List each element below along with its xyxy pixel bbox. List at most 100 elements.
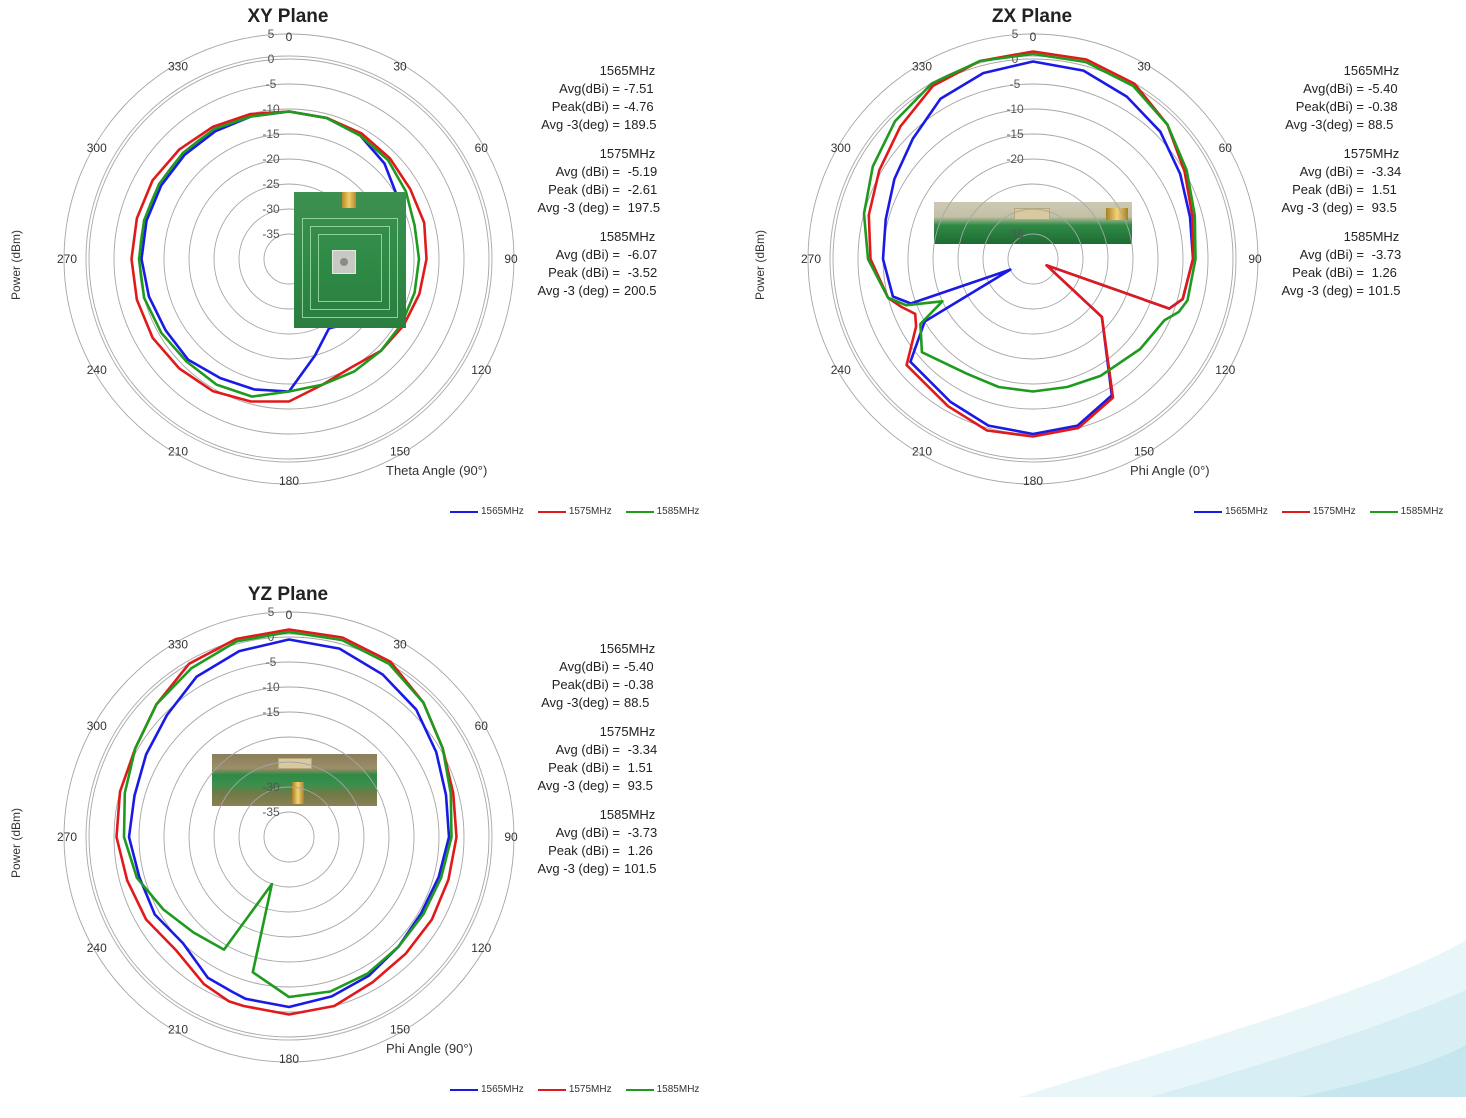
radial-tick-label: 5 bbox=[268, 27, 275, 41]
polar-outer-ring bbox=[85, 55, 493, 463]
legend-item-1585: 1585MHz bbox=[1369, 506, 1443, 517]
legend-label: 1565MHz bbox=[481, 506, 524, 517]
legend-item-1565: 1565MHz bbox=[450, 506, 524, 517]
polar-grid-ring bbox=[832, 58, 1234, 460]
legend-item-1565: 1565MHz bbox=[1194, 506, 1268, 517]
legend-swatch bbox=[625, 510, 654, 513]
y-axis-label: Power (dBm) bbox=[9, 808, 23, 879]
stats-value: -3.34 bbox=[624, 742, 658, 757]
legend-swatch bbox=[625, 1088, 654, 1091]
angle-tick-label: 330 bbox=[168, 60, 188, 74]
angle-tick-label: 30 bbox=[393, 60, 407, 74]
chart-legend: 1565MHz 1575MHz 1585MHz bbox=[450, 1084, 699, 1095]
angle-tick-label: 0 bbox=[1030, 30, 1037, 44]
stats-label: Avg -3(deg) = bbox=[1285, 117, 1364, 132]
stats-annotation: 1565MHz Avg(dBi) = -5.40 Peak(dBi) = -0.38… bbox=[1264, 62, 1449, 311]
stats-label: Peak(dBi) = bbox=[551, 99, 620, 114]
stats-value: 1.26 bbox=[624, 843, 653, 858]
polar-grid-ring bbox=[63, 33, 515, 485]
stats-frequency: 1585MHz bbox=[599, 807, 656, 822]
legend-swatch bbox=[450, 510, 478, 513]
stats-value: -4.76 bbox=[624, 99, 654, 114]
stats-label: Peak (dBi) = bbox=[1292, 265, 1364, 280]
legend-swatch bbox=[450, 1088, 478, 1091]
chart-title: XY Plane bbox=[247, 6, 329, 27]
stats-label: Peak(dBi) = bbox=[1295, 99, 1364, 114]
stats-block-1565: 1565MHz Avg(dBi) = -5.40 Peak(dBi) = -0.38… bbox=[1264, 62, 1449, 134]
angle-tick-label: 90 bbox=[1248, 252, 1262, 266]
legend-swatch bbox=[1369, 510, 1398, 513]
stats-label: Avg -3(deg) = bbox=[541, 695, 620, 710]
radial-tick-label: -30 bbox=[262, 202, 280, 216]
polar-grid-ring bbox=[263, 811, 315, 863]
stats-value: 93.5 bbox=[624, 778, 653, 793]
angle-tick-label: 150 bbox=[390, 444, 410, 458]
radial-tick-label: 0 bbox=[268, 630, 275, 644]
radial-tick-label: -20 bbox=[262, 152, 280, 166]
stats-block-1575: 1575MHz Avg (dBi) = -3.34 Peak (dBi) = 1… bbox=[1264, 145, 1449, 217]
legend-label: 1575MHz bbox=[568, 1084, 612, 1095]
series-trace-1585MHz bbox=[137, 110, 421, 398]
radial-tick-label: -20 bbox=[1006, 152, 1024, 166]
polar-grid-ring bbox=[163, 711, 415, 963]
polar-grid-ring bbox=[882, 108, 1184, 410]
stats-annotation: 1565MHz Avg(dBi) = -5.40 Peak(dBi) = -0.38… bbox=[520, 640, 705, 889]
angle-tick-label: 30 bbox=[1137, 60, 1151, 74]
angle-tick-label: 300 bbox=[831, 141, 851, 155]
stats-label: Peak(dBi) = bbox=[551, 677, 620, 692]
angle-tick-label: 60 bbox=[475, 719, 489, 733]
chart-legend: 1565MHz 1575MHz 1585MHz bbox=[1194, 506, 1443, 517]
legend-item-1575: 1575MHz bbox=[537, 506, 612, 517]
stats-block-1585: 1585MHz Avg (dBi) = -3.73 Peak (dBi) = 1… bbox=[1264, 228, 1449, 300]
stats-value: -5.40 bbox=[624, 659, 654, 674]
stats-frequency: 1565MHz bbox=[1343, 63, 1400, 78]
polar-grid-ring bbox=[88, 58, 490, 460]
radial-tick-label: 5 bbox=[1012, 27, 1019, 41]
angle-tick-label: 270 bbox=[57, 252, 77, 266]
stats-value: -3.34 bbox=[1368, 164, 1402, 179]
legend-item-1575: 1575MHz bbox=[537, 1084, 612, 1095]
polar-grid-ring bbox=[982, 208, 1084, 310]
stats-label: Avg -3 (deg) = bbox=[537, 861, 620, 876]
polar-grid-ring bbox=[1007, 233, 1059, 285]
stats-value: -0.38 bbox=[624, 677, 654, 692]
legend-label: 1585MHz bbox=[656, 506, 700, 517]
stats-value: 189.5 bbox=[624, 117, 657, 132]
stats-frequency: 1585MHz bbox=[1343, 229, 1400, 244]
stats-label: Avg (dBi) = bbox=[1299, 247, 1364, 262]
chart-title: ZX Plane bbox=[991, 6, 1073, 27]
stats-value: -7.51 bbox=[624, 81, 654, 96]
radial-tick-label: 0 bbox=[1012, 52, 1019, 66]
polar-grid-ring bbox=[807, 33, 1259, 485]
legend-item-1575: 1575MHz bbox=[1281, 506, 1356, 517]
stats-label: Avg (dBi) = bbox=[1299, 164, 1364, 179]
radial-tick-label: -15 bbox=[262, 127, 280, 141]
polar-outer-ring bbox=[829, 55, 1237, 463]
radial-tick-label: -10 bbox=[1006, 102, 1024, 116]
stats-label: Avg(dBi) = bbox=[559, 659, 620, 674]
stats-value: -3.52 bbox=[624, 265, 658, 280]
stats-value: 197.5 bbox=[624, 200, 661, 215]
angle-tick-label: 120 bbox=[471, 363, 491, 377]
polar-grid-ring bbox=[957, 183, 1109, 335]
polar-plot-area: 030609012015018021024027030033050-5-10-1… bbox=[57, 27, 518, 488]
legend-label: 1565MHz bbox=[1225, 506, 1268, 517]
stats-label: Avg -3(deg) = bbox=[541, 117, 620, 132]
polar-outer-ring bbox=[85, 633, 493, 1041]
stats-label: Avg (dBi) = bbox=[555, 247, 620, 262]
angle-tick-label: 270 bbox=[57, 830, 77, 844]
x-axis-label: Theta Angle (90°) bbox=[386, 463, 488, 478]
legend-swatch bbox=[1281, 510, 1310, 513]
polar-grid-ring bbox=[63, 611, 515, 1063]
stats-label: Avg -3 (deg) = bbox=[1281, 200, 1364, 215]
angle-tick-label: 90 bbox=[504, 830, 518, 844]
polar-grid-ring bbox=[138, 686, 440, 988]
series-trace-1565MHz bbox=[127, 638, 451, 1009]
x-axis-label: Phi Angle (90°) bbox=[386, 1041, 473, 1056]
stats-label: Peak (dBi) = bbox=[548, 265, 620, 280]
stats-value: -0.38 bbox=[1368, 99, 1398, 114]
angle-tick-label: 210 bbox=[168, 1022, 188, 1036]
polar-chart-zx: 0 30 60 90 120 150 180 210 240 270 300 330 5 0 -5 -10 -1… bbox=[744, 0, 1464, 540]
polar-grid-ring bbox=[88, 636, 490, 1038]
